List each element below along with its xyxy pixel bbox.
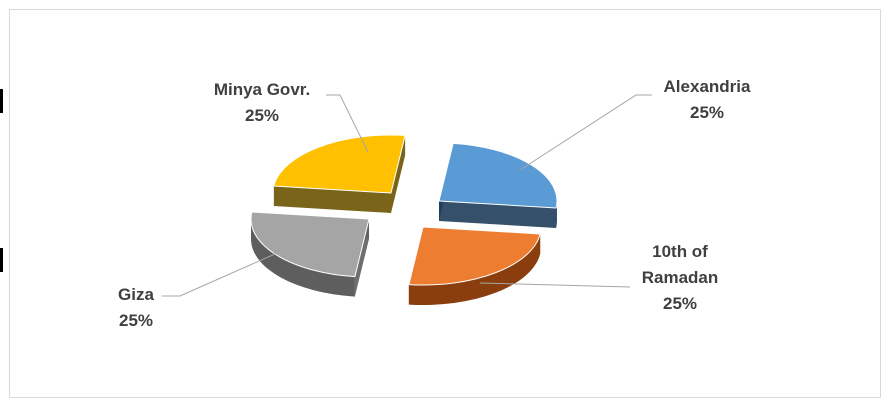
pie-slice-alexandria [438,142,558,228]
leader-line-alexandria [519,94,652,171]
pie-slice-minya-govr [273,134,406,213]
leader-line-giza [162,245,294,297]
data-label-10th-of-ramadan: 10th of Ramadan 25% [642,242,719,313]
leader-line-minya-govr [326,94,369,153]
data-label-alexandria: Alexandria 25% [664,77,751,122]
data-label-giza: Giza 25% [118,285,154,330]
pie-slice-giza [250,211,370,297]
left-edge-mark-bottom [0,248,3,272]
data-label-minya-govr: Minya Govr. 25% [214,80,310,125]
leader-line-10th-of-ramadan [479,282,631,288]
pie-slice-10th-of-ramadan [408,226,541,305]
left-edge-mark-top [0,89,3,113]
